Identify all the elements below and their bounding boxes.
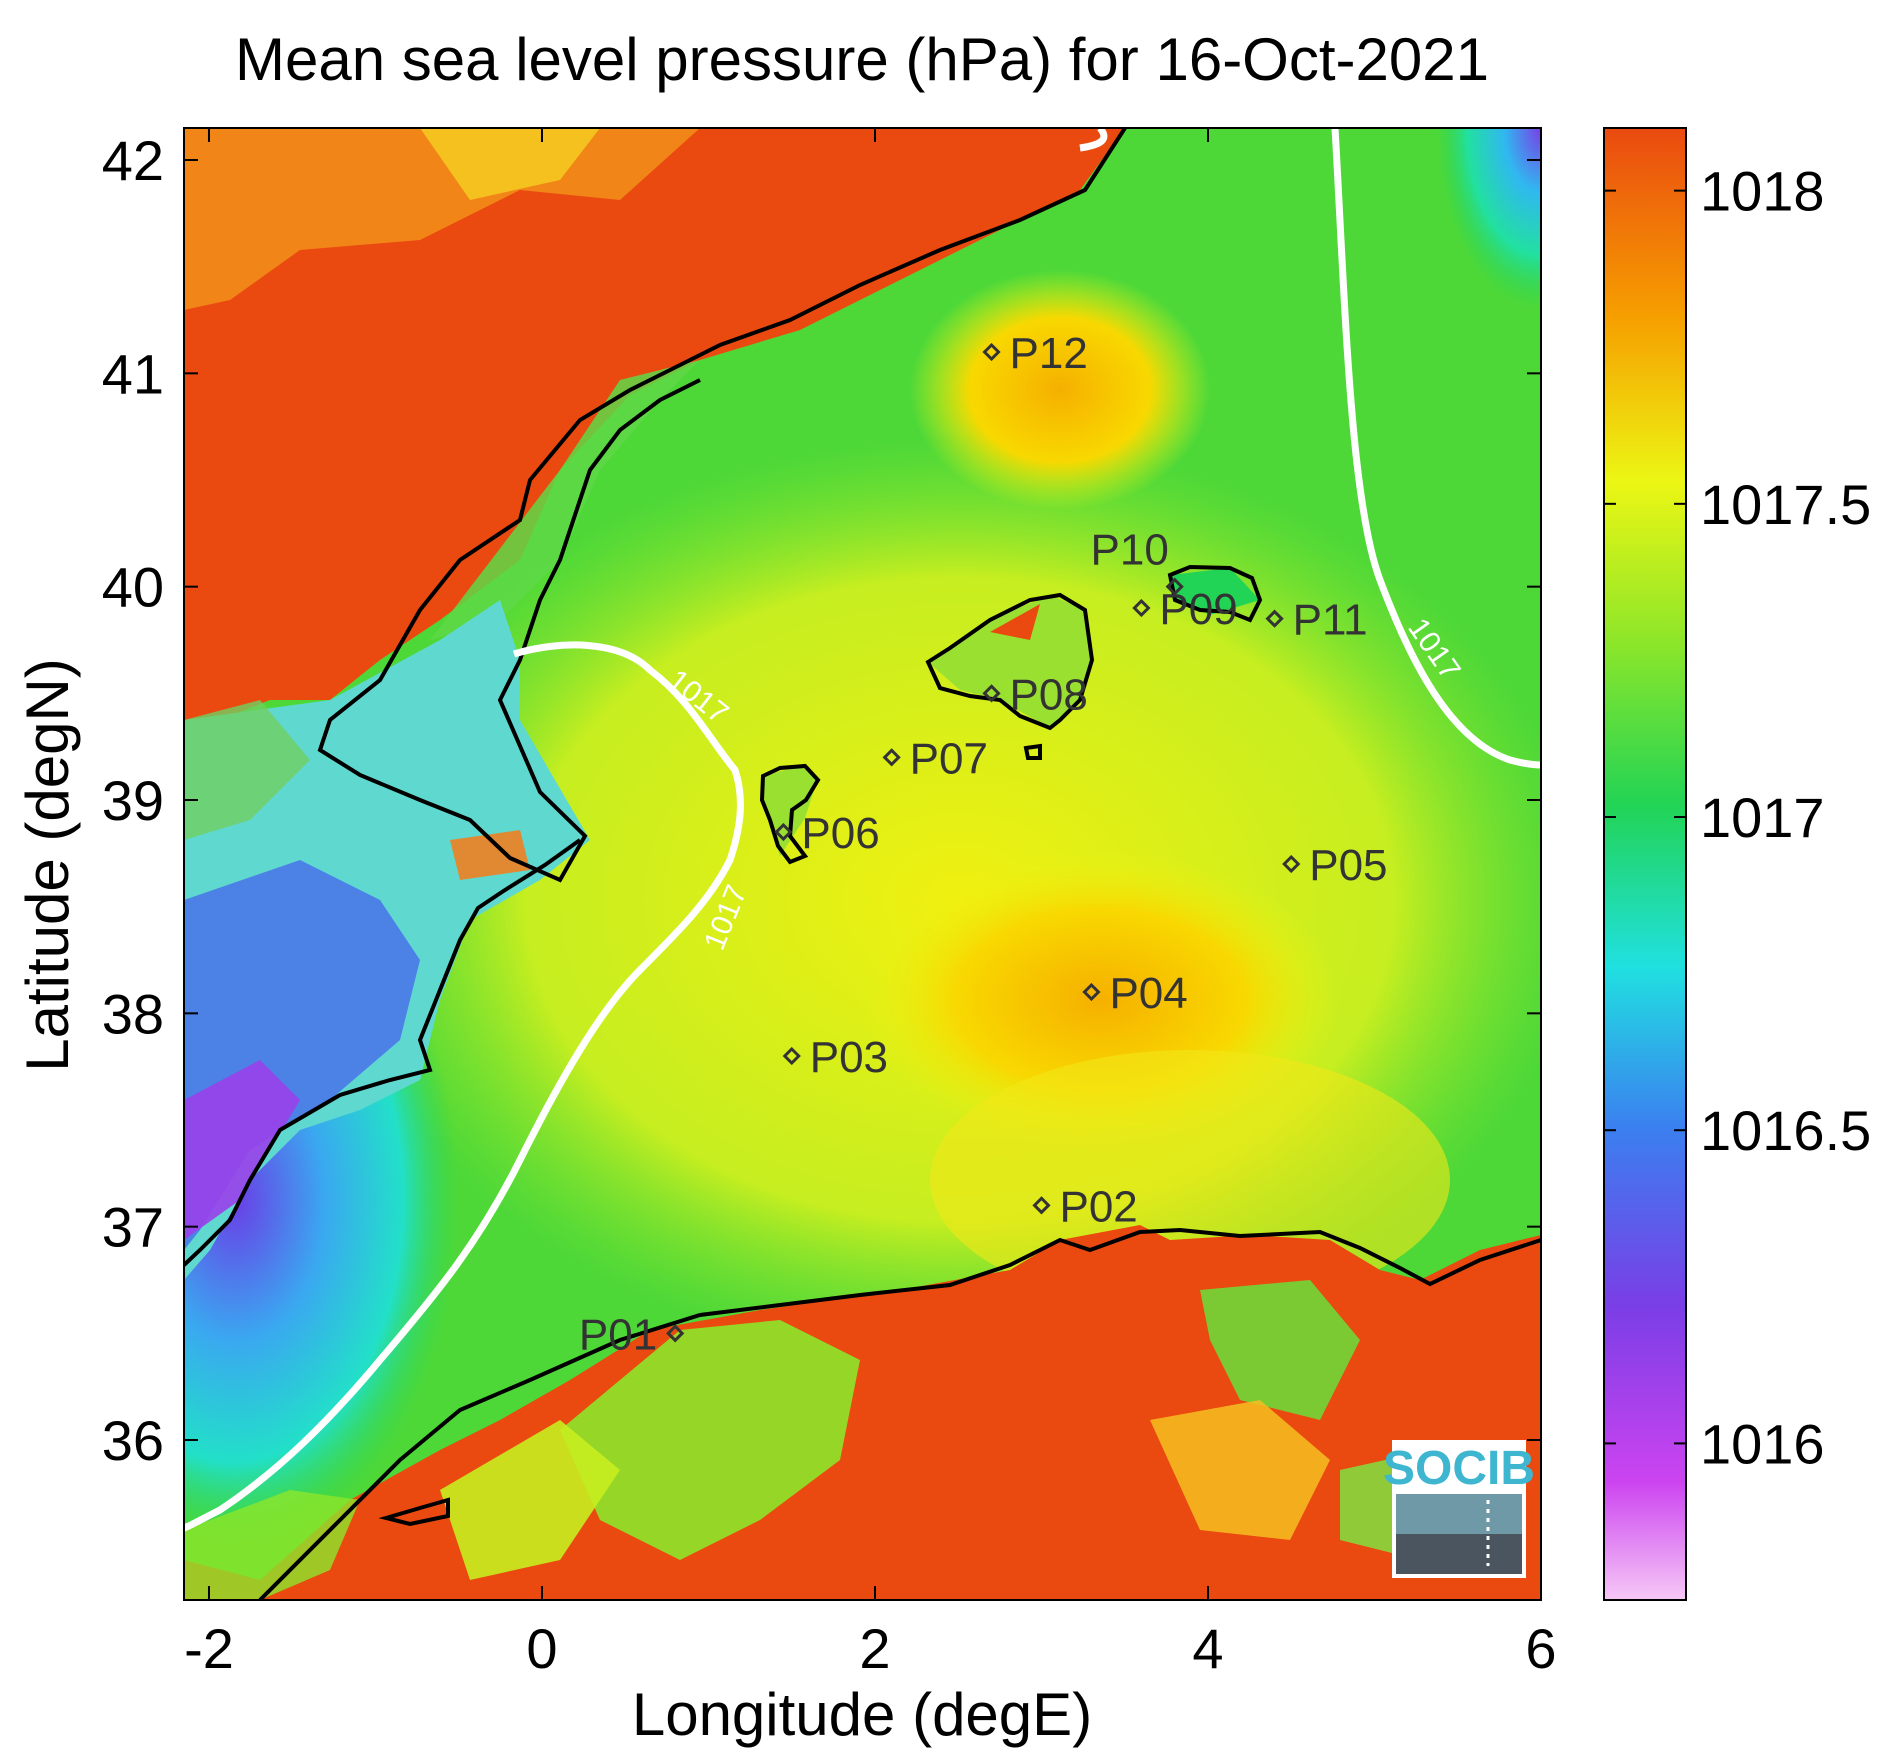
station-label: P02 bbox=[1059, 1182, 1137, 1231]
station-marker bbox=[774, 822, 793, 842]
colorbar-ticks: 1018 1017.5 1017 1016.5 1016 bbox=[1604, 160, 1871, 1475]
station-marker bbox=[782, 1046, 801, 1066]
station-label: P01 bbox=[579, 1310, 657, 1359]
station-label: P05 bbox=[1309, 841, 1387, 890]
socib-logo: SOCIB bbox=[1383, 1440, 1535, 1578]
station-label: P04 bbox=[1109, 969, 1187, 1018]
x-tick-label: 0 bbox=[526, 1617, 557, 1680]
station-label: P12 bbox=[1010, 329, 1088, 378]
station-label: P11 bbox=[1293, 596, 1368, 645]
station-marker bbox=[1032, 1196, 1051, 1215]
y-tick-label: 42 bbox=[102, 129, 164, 192]
station-label: P07 bbox=[910, 734, 988, 783]
coastline-spain-north bbox=[317, 128, 1127, 883]
contour-1017-west bbox=[184, 641, 744, 1532]
y-tick-label: 40 bbox=[102, 556, 164, 619]
x-tick-label: -2 bbox=[184, 1617, 234, 1680]
colorbar-gradient bbox=[1603, 127, 1687, 1601]
plot-frame bbox=[183, 127, 1542, 1601]
colorbar-tick-label: 1018 bbox=[1700, 160, 1825, 223]
station-label: P08 bbox=[1010, 670, 1088, 719]
y-tick-label: 41 bbox=[102, 342, 164, 405]
x-axis-ticks: -2 0 2 4 6 bbox=[184, 128, 1557, 1680]
colorbar-tick-label: 1016.5 bbox=[1700, 1099, 1871, 1162]
station-marker bbox=[982, 684, 1001, 703]
station-marker bbox=[1132, 598, 1151, 618]
station-marker bbox=[1165, 577, 1184, 596]
station-label: P10 bbox=[1091, 526, 1169, 575]
coastline-spain-south bbox=[184, 838, 582, 1267]
coastline-africa bbox=[258, 1227, 1541, 1600]
x-tick-label: 6 bbox=[1525, 1617, 1556, 1680]
station-label: P06 bbox=[801, 809, 879, 858]
station-marker bbox=[1265, 609, 1284, 628]
x-axis-label: Longitude (degE) bbox=[632, 1681, 1092, 1748]
station-label: P03 bbox=[810, 1033, 888, 1082]
y-tick-label: 36 bbox=[102, 1409, 164, 1472]
pressure-field: 1017 1017 1017 bbox=[184, 128, 1541, 1600]
y-axis-ticks: 42 41 40 39 38 37 36 bbox=[102, 129, 1541, 1472]
x-tick-label: 2 bbox=[859, 1617, 890, 1680]
contour-1017-east bbox=[1079, 128, 1541, 769]
y-tick-label: 38 bbox=[102, 982, 164, 1045]
socib-logo-text: SOCIB bbox=[1383, 1442, 1535, 1495]
station-label: P09 bbox=[1159, 585, 1237, 634]
colorbar: 1018 1017.5 1017 1016.5 1016 bbox=[1603, 127, 1871, 1601]
station-marker bbox=[666, 1324, 685, 1343]
colorbar-tick-label: 1016 bbox=[1700, 1412, 1825, 1475]
colorbar-tick-label: 1017.5 bbox=[1700, 473, 1871, 536]
station-marker bbox=[882, 748, 901, 767]
y-axis-label: Latitude (degN) bbox=[14, 658, 81, 1072]
y-tick-label: 37 bbox=[102, 1196, 164, 1259]
x-tick-label: 4 bbox=[1192, 1617, 1223, 1680]
y-tick-label: 39 bbox=[102, 769, 164, 832]
colorbar-tick-label: 1017 bbox=[1700, 786, 1825, 849]
station-marker bbox=[1282, 854, 1301, 874]
island-menorca bbox=[1167, 564, 1263, 623]
station-markers: P01 P02 P03 P04 P05 P06 P07 P08 P09 P10 P11 P12 bbox=[579, 329, 1388, 1359]
island-mallorca bbox=[925, 592, 1095, 731]
station-marker bbox=[1082, 982, 1101, 1002]
chart-title: Mean sea level pressure (hPa) for 16-Oct… bbox=[235, 26, 1489, 93]
island-ibiza bbox=[759, 763, 821, 865]
station-marker bbox=[982, 342, 1001, 362]
